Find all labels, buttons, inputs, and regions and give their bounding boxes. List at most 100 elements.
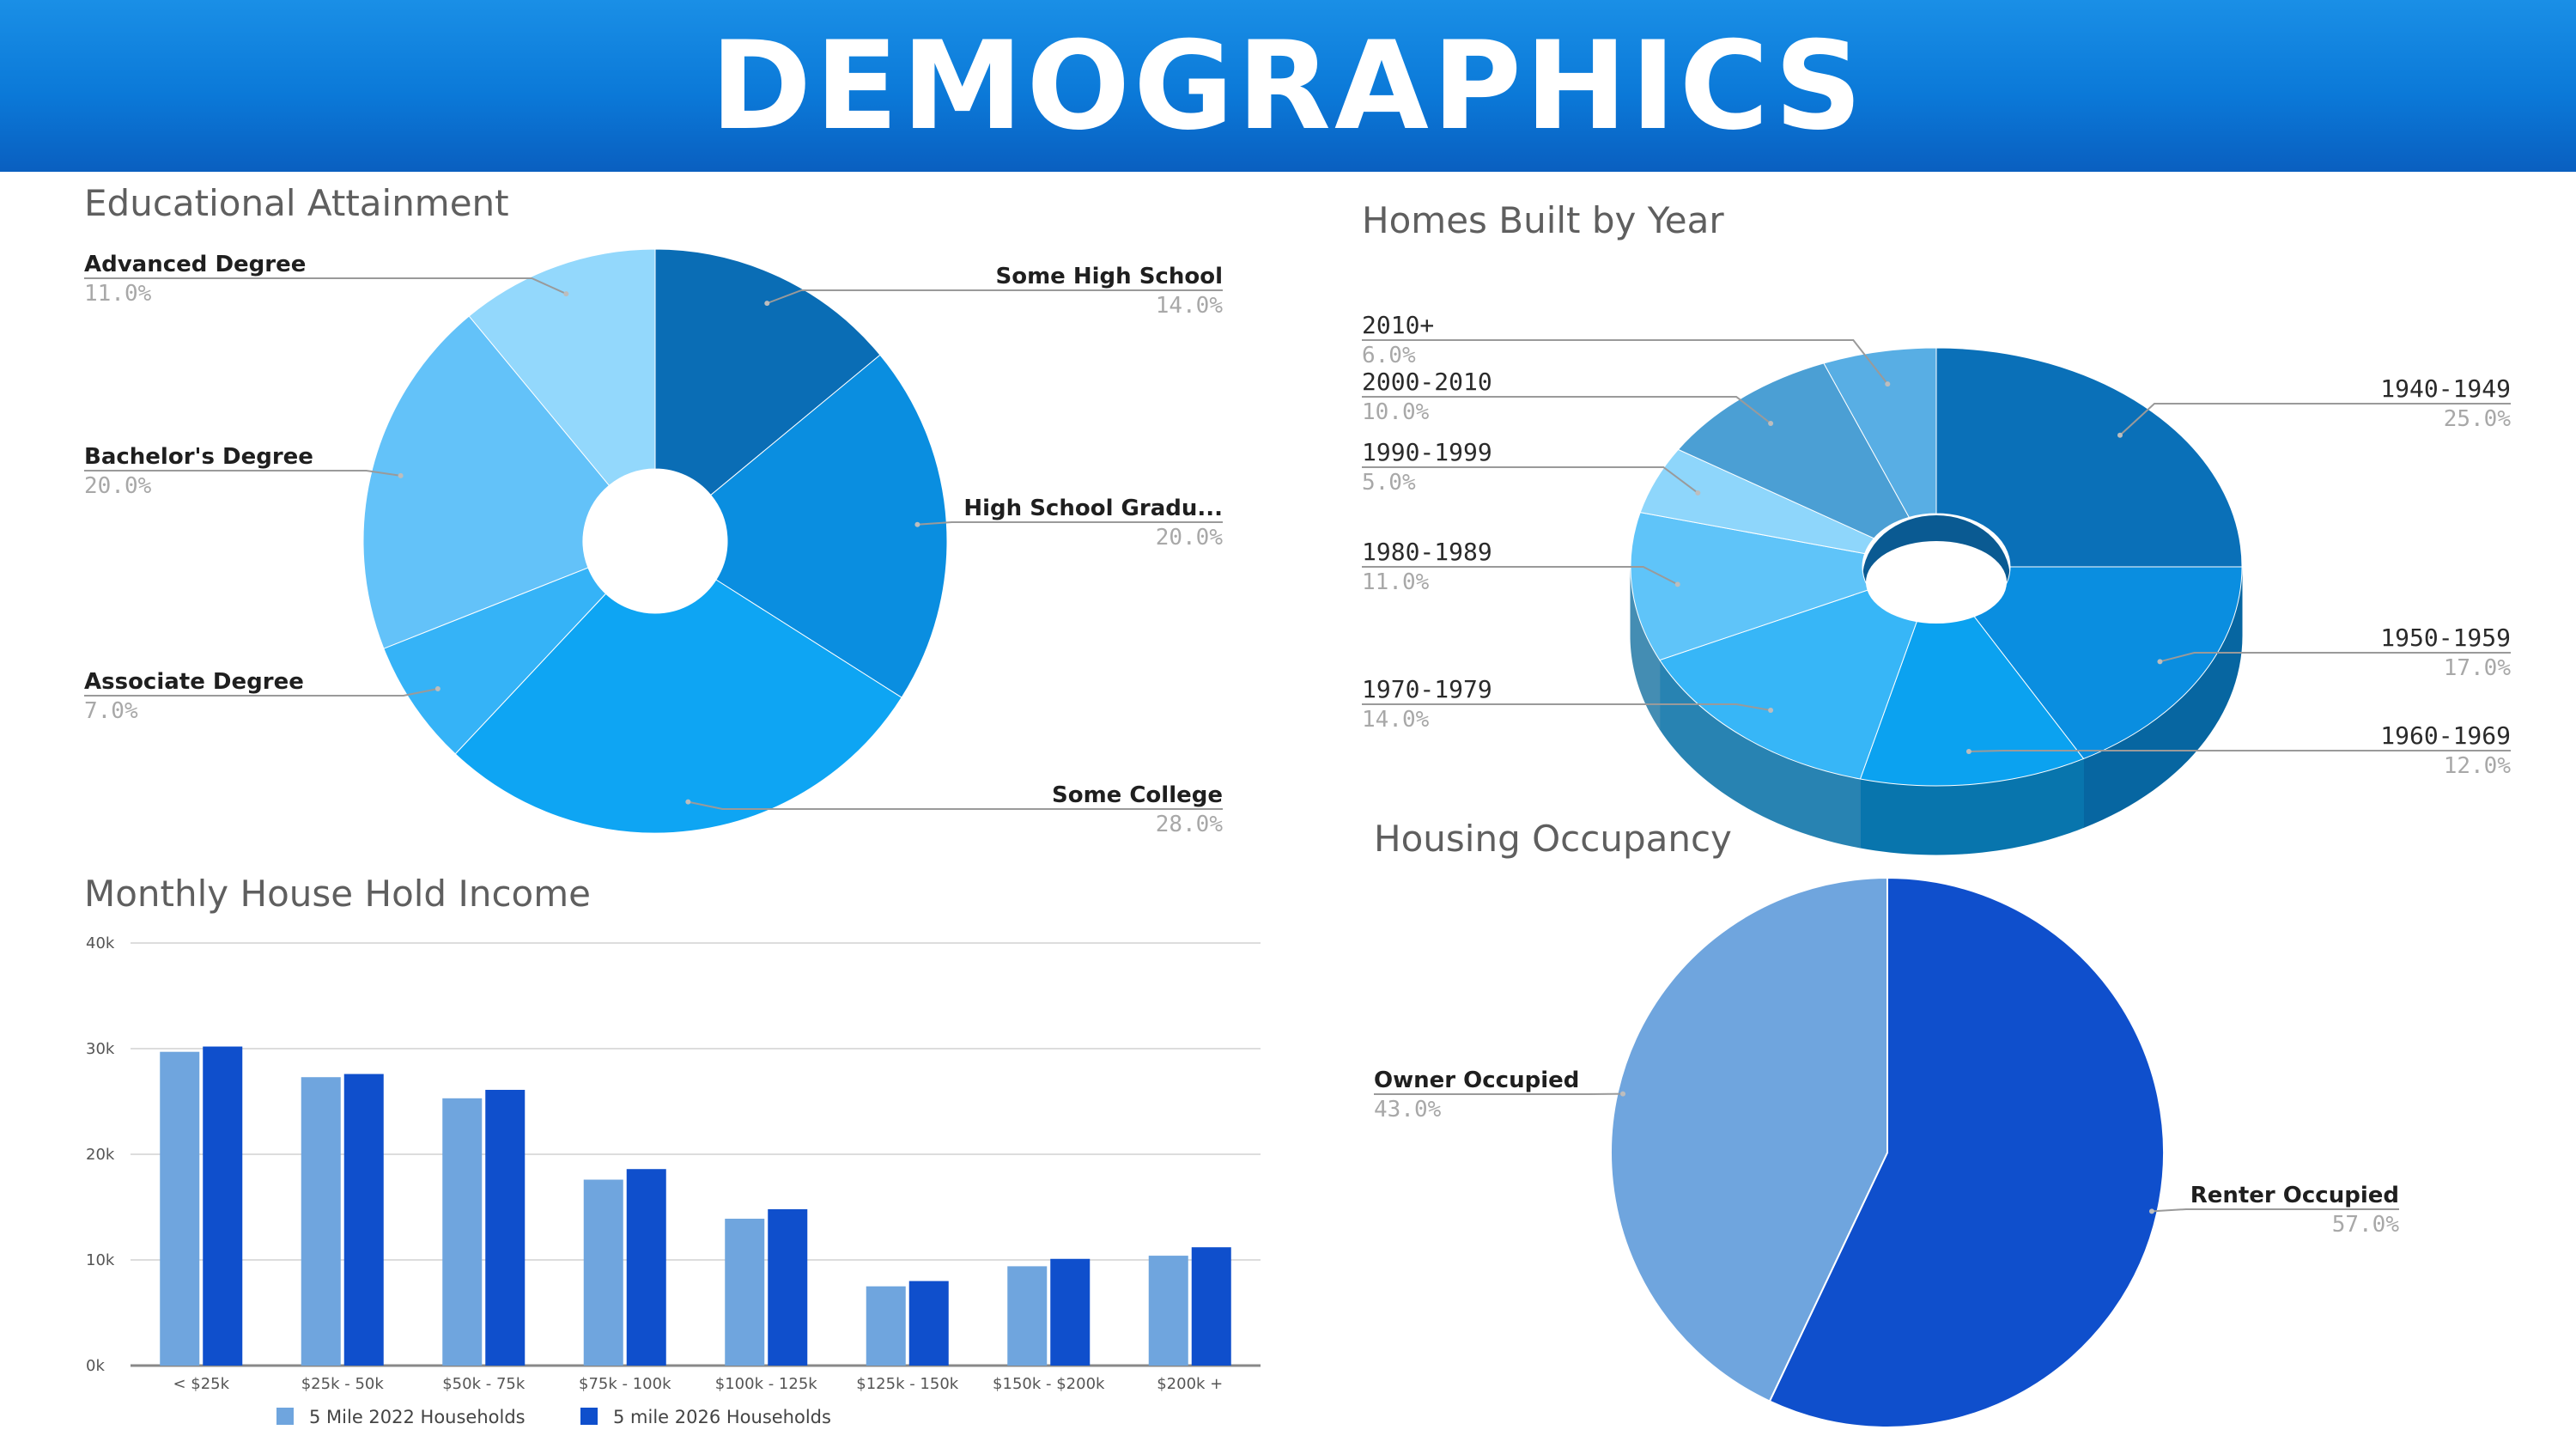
income-bar-50k-75k-2022 (442, 1098, 483, 1366)
occupancy-renter-occupied-leader-dot (2148, 1208, 2154, 1214)
occupancy-chart-title: Housing Occupancy (1374, 818, 1732, 860)
education-some-college-leader-line (688, 800, 1223, 810)
income-xtick-label: $150k - $200k (993, 1375, 1105, 1393)
education-slice-some-high-school (654, 248, 881, 496)
education-slice-high-school-gradu (710, 354, 948, 698)
occupancy-owner-occupied-label: Owner Occupied (1374, 1068, 1579, 1093)
education-chart-title: Educational Attainment (84, 182, 509, 224)
education-slice-some-college (454, 579, 902, 834)
education-high-school-gradu-leader-line (917, 521, 1223, 526)
homes-2010-leader-line (1362, 339, 1889, 385)
homes-1970-1979-leader-line (1362, 703, 1771, 711)
occupancy-owner-occupied-leader-dot (1620, 1091, 1626, 1097)
income-bar-50k-75k-2026 (485, 1089, 526, 1366)
education-some-high-school-label: Some High School (996, 264, 1224, 289)
homes-1990-1999-value: 5.0% (1362, 470, 1416, 496)
education-high-school-gradu-leader-dot (914, 521, 920, 527)
education-high-school-gradu-value: 20.0% (1156, 525, 1224, 551)
page-title: DEMOGRAPHICS (710, 15, 1866, 157)
income-legend-swatch-2026 (580, 1408, 598, 1425)
homes-1970-1979-value: 14.0% (1362, 707, 1430, 733)
homes-1960-1969-leader-dot (1965, 749, 1971, 755)
education-some-college-leader-dot (685, 799, 691, 805)
education-bachelor-s-degree-leader-line (84, 470, 401, 477)
income-bar-150k-200k-2026 (1050, 1258, 1091, 1366)
homes-2000-2010-leader-dot (1768, 420, 1774, 426)
education-some-high-school-leader-line (766, 289, 1223, 305)
income-ytick-label: 20k (86, 1146, 115, 1164)
education-some-college-value: 28.0% (1156, 812, 1224, 837)
homes-slice-1980-1989 (1630, 512, 1870, 661)
homes-1970-1979-label: 1970-1979 (1362, 675, 1492, 703)
education-some-college-label: Some College (1052, 782, 1223, 808)
income-xtick-label: $200k + (1157, 1375, 1223, 1393)
occupancy-pie-chart: Renter Occupied 57.0% Owner Occupied 43.0% (1374, 876, 2399, 1428)
homes-1990-1999-label: 1990-1999 (1362, 438, 1492, 466)
education-donut-chart: Some High School 14.0% High School Gradu..… (84, 248, 1224, 837)
homes-1940-1949-leader-dot (2117, 432, 2123, 438)
homes-slice-2010 (1823, 347, 1937, 518)
homes-1960-1969-value: 12.0% (2444, 753, 2512, 779)
homes-hole (1866, 541, 2007, 624)
homes-2010-value: 6.0% (1362, 343, 1416, 368)
income-bar-75k-100k-2026 (626, 1169, 666, 1366)
education-some-high-school-leader-dot (764, 301, 770, 307)
income-legend-label-2022: 5 Mile 2022 Households (309, 1407, 526, 1427)
education-advanced-degree-leader-dot (563, 291, 569, 297)
education-slice-associate-degree (383, 567, 607, 755)
income-bar-25k-50k-2022 (301, 1077, 341, 1366)
homes-1940-1949-leader-line (2119, 403, 2511, 436)
income-ytick-label: 10k (86, 1251, 115, 1269)
income-bar-75k-100k-2022 (583, 1179, 623, 1366)
education-slice-advanced-degree (468, 248, 656, 486)
education-bachelor-s-degree-label: Bachelor's Degree (84, 444, 313, 470)
homes-2000-2010-value: 10.0% (1362, 399, 1430, 425)
income-ytick-label: 0k (86, 1357, 105, 1375)
income-bar-200k-2022 (1148, 1256, 1188, 1366)
homes-1950-1959-label: 1950-1959 (2380, 624, 2511, 652)
income-bar-100k-125k-2022 (725, 1219, 765, 1366)
income-bar-100k-125k-2026 (768, 1208, 808, 1366)
homes-slice-2000-2010 (1677, 362, 1911, 539)
education-associate-degree-leader-line (84, 688, 439, 697)
homes-1970-1979-leader-dot (1768, 708, 1774, 714)
homes-1950-1959-value: 17.0% (2444, 655, 2512, 681)
occupancy-renter-occupied-label: Renter Occupied (2190, 1183, 2399, 1208)
income-xtick-label: $100k - 125k (715, 1375, 818, 1393)
income-bar-200k-2026 (1191, 1247, 1231, 1366)
income-bar-25k-2026 (203, 1046, 243, 1366)
homes-built-chart-title: Homes Built by Year (1362, 199, 1724, 241)
occupancy-slice-owner-occupied (1610, 876, 1888, 1402)
income-chart-title: Monthly House Hold Income (84, 873, 591, 915)
education-bachelor-s-degree-value: 20.0% (84, 473, 152, 499)
homes-1990-1999-leader-dot (1695, 490, 1701, 496)
education-slice-bachelor-s-degree (362, 315, 611, 649)
homes-2000-2010-leader-line (1362, 396, 1771, 424)
income-xtick-label: $25k - 50k (301, 1375, 385, 1393)
homes-1950-1959-leader-line (2160, 652, 2511, 663)
education-advanced-degree-value: 11.0% (84, 281, 152, 307)
education-some-high-school-value: 14.0% (1156, 293, 1224, 319)
homes-1940-1949-value: 25.0% (2444, 406, 2512, 432)
occupancy-renter-occupied-leader-line (2151, 1208, 2399, 1213)
occupancy-slice-renter-occupied (1768, 876, 2165, 1428)
income-bar-125k-150k-2022 (866, 1286, 906, 1366)
homes-1950-1959-leader-dot (2157, 659, 2163, 665)
education-advanced-degree-label: Advanced Degree (84, 252, 306, 277)
header-banner (0, 0, 2576, 172)
education-associate-degree-leader-dot (434, 685, 440, 691)
income-bar-chart: 0k 10k 20k 30k 40k < $25k $25k - 50k $50k - 75k… (86, 934, 1261, 1427)
homes-1940-1949-label: 1940-1949 (2380, 374, 2511, 403)
homes-1960-1969-label: 1960-1969 (2380, 721, 2511, 750)
income-legend-swatch-2022 (276, 1408, 294, 1425)
income-bar-25k-2022 (160, 1051, 200, 1366)
homes-2000-2010-label: 2000-2010 (1362, 368, 1492, 396)
homes-built-3d-donut-chart: 1940-1949 25.0% 1950-1959 17.0% 1960-1969 12.… (1362, 311, 2511, 855)
education-associate-degree-label: Associate Degree (84, 669, 304, 695)
homes-1980-1989-value: 11.0% (1362, 569, 1430, 595)
education-high-school-gradu-label: High School Gradu... (963, 496, 1223, 521)
income-xtick-label: $125k - 150k (856, 1375, 959, 1393)
education-advanced-degree-leader-line (84, 277, 567, 295)
income-ytick-label: 40k (86, 934, 115, 952)
education-associate-degree-value: 7.0% (84, 698, 138, 724)
